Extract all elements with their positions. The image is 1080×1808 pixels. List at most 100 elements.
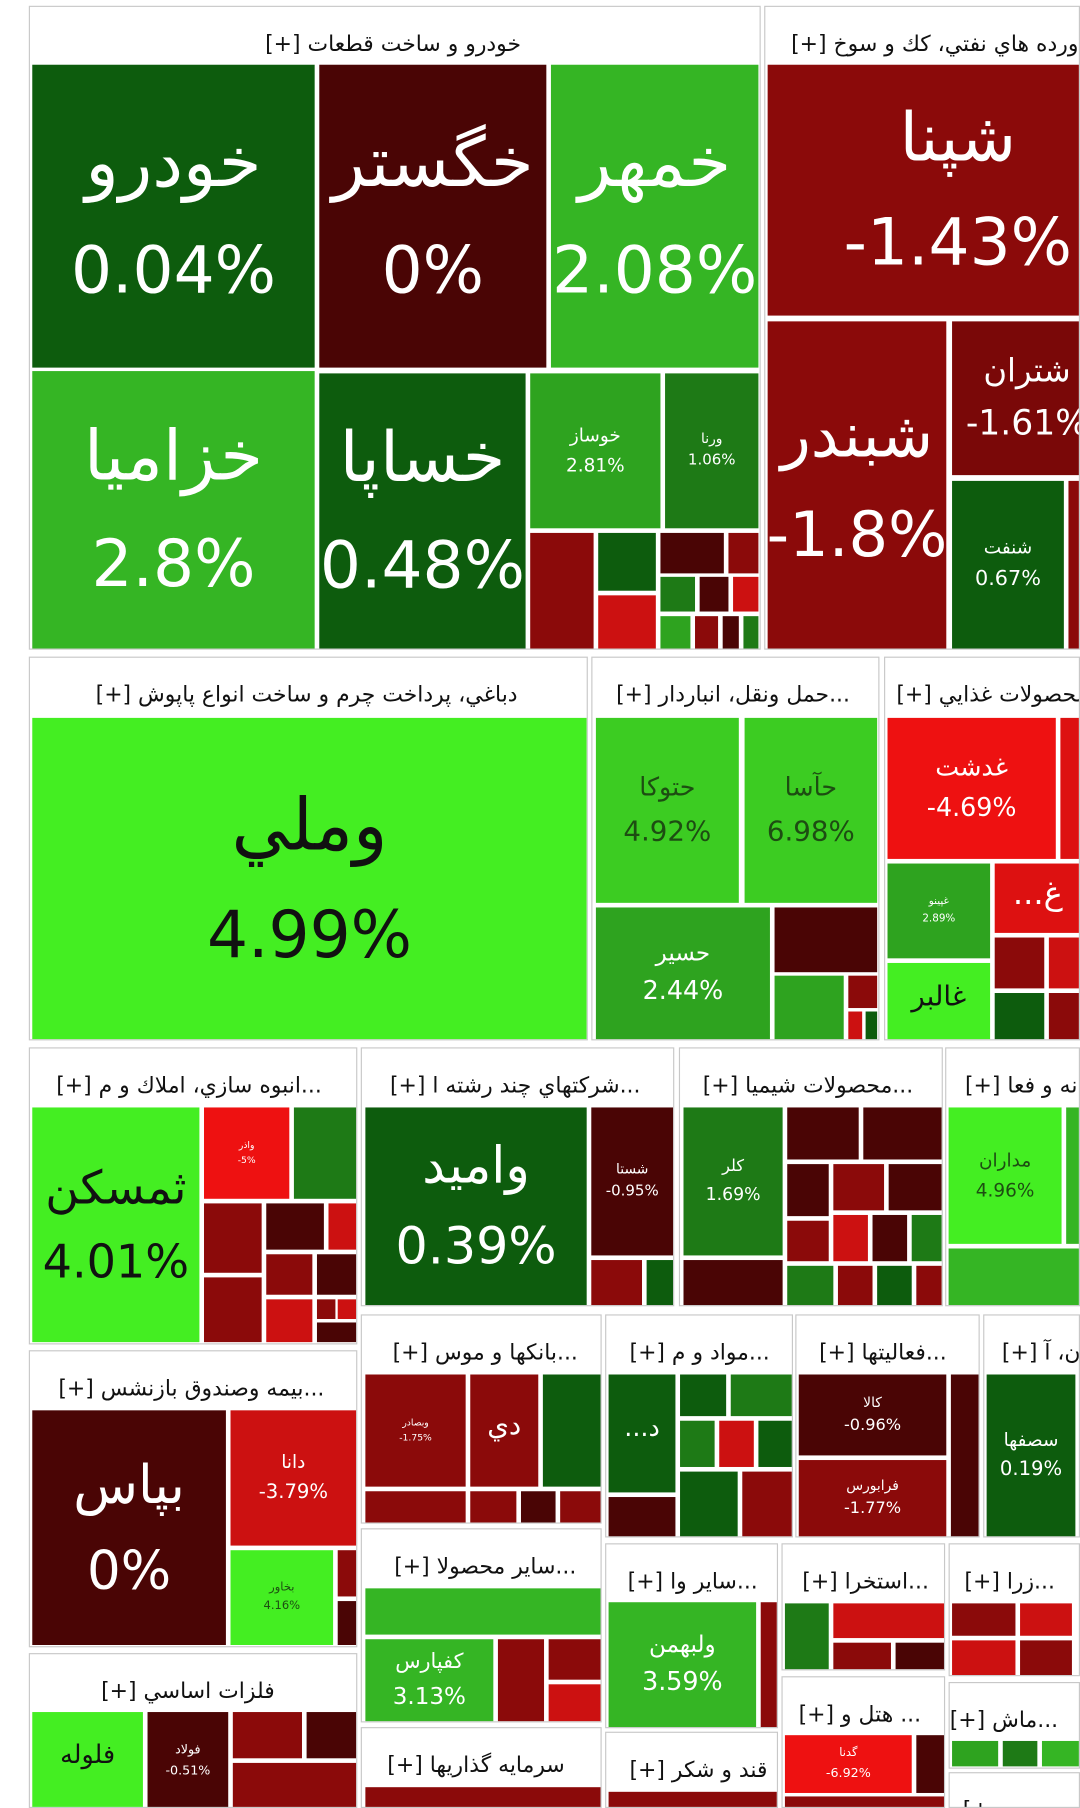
tile[interactable]: دي <box>470 1374 539 1487</box>
tile <box>787 1164 829 1217</box>
tile <box>837 1265 873 1306</box>
sector: ...حمل ونقل، انباردار [+] حتوكا 4.92% حآسا 6… <box>591 656 880 1041</box>
tile-name: كفپارس <box>395 1649 464 1674</box>
tile[interactable]: غدشت -4.69% <box>887 717 1056 859</box>
tile[interactable]: فلوله <box>32 1712 143 1807</box>
tile <box>337 1299 357 1320</box>
tile <box>948 1248 1079 1306</box>
tile[interactable]: سصفها 0.19% <box>986 1374 1076 1537</box>
sector: ...محصولات شيميا [+] كلر 1.69% <box>678 1047 943 1307</box>
tile[interactable]: غپينو 2.89% <box>887 863 991 959</box>
tile <box>787 1265 834 1306</box>
sector-header[interactable]: ...مواد و م [+] <box>606 1329 792 1375</box>
tile[interactable]: واذر -5% <box>204 1107 290 1199</box>
tile <box>743 616 759 649</box>
tile-name: خودرو <box>85 122 262 204</box>
tile[interactable]: خمهر 2.08% <box>550 64 759 368</box>
sector-header[interactable]: ...بيمه وصندوق بازنشس [+] <box>30 1365 356 1411</box>
sector-header[interactable]: قند و شكر [+] <box>606 1747 777 1793</box>
tile-name: ورنا <box>701 430 723 447</box>
sector-header[interactable]: ورده هاي نفتي، كك و سوخ [+] <box>765 21 1079 67</box>
tile <box>911 1214 942 1262</box>
tile[interactable]: كفپارس 3.13% <box>365 1639 494 1722</box>
sector: ...ماش [+] <box>948 1681 1080 1769</box>
tile <box>591 1260 643 1306</box>
tile <box>952 1740 999 1767</box>
tile[interactable]: شتران -1.61% <box>952 321 1079 476</box>
sector-header[interactable]: ...زرا [+] <box>950 1558 1079 1604</box>
tile-name: وبصادر <box>402 1417 429 1428</box>
tile[interactable]: ولبهمن 3.59% <box>608 1602 757 1728</box>
tile[interactable]: حآسا 6.98% <box>744 717 878 903</box>
tile <box>950 1374 979 1537</box>
sector: ...استخرا [+] <box>781 1543 946 1671</box>
tile-name: حآسا <box>784 773 838 803</box>
tile[interactable]: خزاميا 2.8% <box>32 371 315 649</box>
sector-header[interactable]: [+... <box>950 1787 1079 1807</box>
sector-header[interactable]: نه و فعا [+] <box>946 1062 1079 1108</box>
tile <box>680 1420 715 1467</box>
sector-header[interactable]: ...حمل ونقل، انباردار [+] <box>592 672 878 718</box>
tile[interactable]: وملي 4.99% <box>32 717 587 1040</box>
tile <box>520 1491 556 1523</box>
sector-header[interactable]: محصولات غذايي [+] <box>885 672 1078 718</box>
tile[interactable]: كلر 1.69% <box>683 1107 783 1256</box>
tile[interactable]: شنفت 0.67% <box>952 480 1064 649</box>
sector-header[interactable]: ...ساير محصولا [+] <box>362 1543 601 1589</box>
tile <box>916 1265 942 1306</box>
sector: ...بانكها و موس [+] وبصادر -1.75% دي <box>360 1314 602 1524</box>
tile[interactable]: خساپا 0.48% <box>319 373 526 649</box>
tile[interactable]: دانا -3.79% <box>230 1410 357 1546</box>
tile <box>722 616 739 649</box>
tile[interactable]: غالبر <box>887 962 991 1040</box>
sector-title: ...ساير وا [+] <box>627 1568 758 1595</box>
tile-change: 2.81% <box>566 454 625 477</box>
tile <box>608 1791 777 1807</box>
tile[interactable]: فولاد -0.51% <box>147 1712 229 1807</box>
tile[interactable]: د... <box>608 1374 676 1493</box>
tile[interactable]: شپنا -1.43% <box>767 64 1079 316</box>
sector-header[interactable]: ...محصولات شيميا [+] <box>680 1062 942 1108</box>
tile[interactable]: ورنا 1.06% <box>665 373 759 529</box>
sector-header[interactable]: ...ماش [+] <box>950 1697 1079 1743</box>
tile <box>598 595 656 649</box>
tile[interactable]: بپاس 0% <box>32 1410 226 1646</box>
sector-header[interactable]: فلزات اساسي [+] <box>30 1668 356 1714</box>
tile[interactable]: شبندر -1.8% <box>767 321 947 649</box>
sector-title: ...بيمه وصندوق بازنشس [+] <box>58 1375 325 1402</box>
sector-header[interactable]: ...ساير وا [+] <box>606 1558 777 1604</box>
sector-header[interactable]: ... هتل و [+] <box>783 1691 944 1737</box>
tile-name: دانا <box>281 1450 306 1473</box>
sector-header[interactable]: خودرو و ساخت قطعات [+] <box>47 21 739 67</box>
tile-change: 2.89% <box>922 912 956 925</box>
sector-title: ...زرا [+] <box>964 1568 1055 1595</box>
sector-header[interactable]: ...فعاليتها [+] <box>796 1329 978 1375</box>
tile <box>316 1299 336 1320</box>
sector-header[interactable]: سرمايه گذاريها [+] <box>362 1742 601 1788</box>
tile-change: 3.59% <box>642 1668 723 1698</box>
tile[interactable]: كالا -0.96% <box>798 1374 947 1456</box>
tile[interactable]: شستا -0.95% <box>591 1107 674 1256</box>
tile[interactable]: خگستر 0% <box>319 64 547 368</box>
sector: محصولات غذايي [+] غدشت -4.69% غپينو 2.89% غ..… <box>884 656 1080 1041</box>
tile[interactable]: گدنا -6.92% <box>784 1735 912 1793</box>
tile[interactable]: بخاور 4.16% <box>230 1550 334 1646</box>
tile[interactable]: فرابورس -1.77% <box>798 1460 947 1537</box>
sector-header[interactable]: ...انبوه سازي، املاك و م [+] <box>30 1062 356 1108</box>
tile[interactable]: حتوكا 4.92% <box>595 717 739 903</box>
tile[interactable]: غ... <box>994 863 1079 933</box>
tile[interactable]: حسير 2.44% <box>595 907 770 1040</box>
tile[interactable]: واميد 0.39% <box>365 1107 587 1306</box>
tile[interactable]: خودرو 0.04% <box>32 64 315 368</box>
tile <box>328 1203 357 1250</box>
sector-header[interactable]: ...استخرا [+] <box>783 1558 944 1604</box>
sector-header[interactable]: ان، آ [+] <box>984 1329 1079 1375</box>
sector-header[interactable]: دباغي، پرداخت چرم و ساخت انواع پاپوش [+] <box>30 672 587 718</box>
sector-header[interactable]: ...شركتهاي چند رشته ا [+] <box>362 1062 673 1108</box>
tile <box>1048 993 1079 1040</box>
tile[interactable]: مداران 4.96% <box>948 1107 1062 1244</box>
tile[interactable]: ثمسكن 4.01% <box>32 1107 200 1343</box>
tile[interactable]: خوساز 2.81% <box>530 373 661 529</box>
tile[interactable]: وبصادر -1.75% <box>365 1374 466 1487</box>
sector-header[interactable]: ...بانكها و موس [+] <box>362 1329 601 1375</box>
